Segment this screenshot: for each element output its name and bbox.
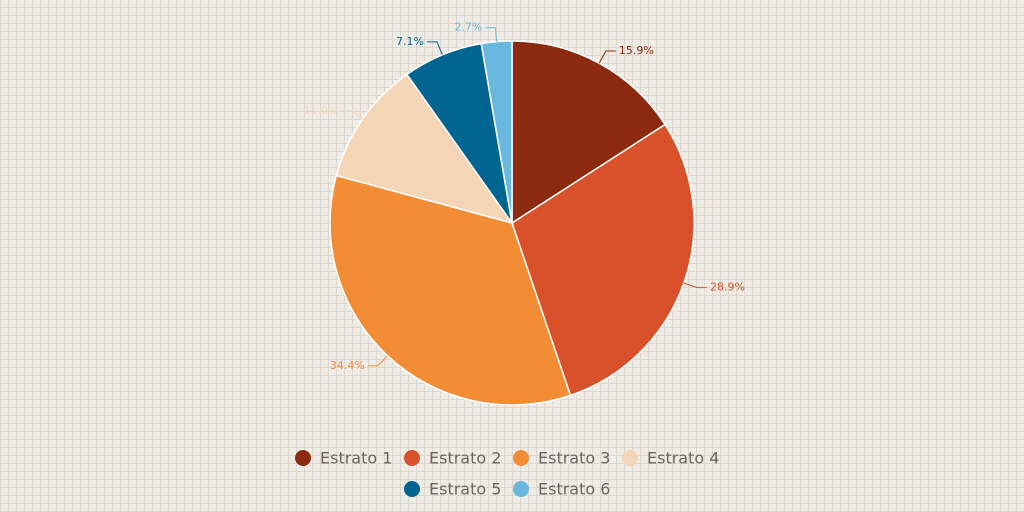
leader-line bbox=[341, 110, 364, 120]
pie-slice bbox=[511, 40, 667, 225]
data-label: 7.1% bbox=[396, 35, 424, 48]
legend-label: Estrato 2 bbox=[429, 449, 501, 468]
legend-label: Estrato 5 bbox=[429, 480, 501, 499]
leader-line bbox=[598, 50, 616, 64]
legend-marker bbox=[513, 481, 529, 497]
legend-marker bbox=[622, 450, 638, 466]
leader-line bbox=[485, 27, 498, 42]
pie-slice bbox=[329, 174, 572, 406]
legend-marker bbox=[513, 450, 529, 466]
legend-label: Estrato 6 bbox=[538, 480, 610, 499]
data-label: 15.9% bbox=[619, 44, 654, 57]
leader-line bbox=[426, 41, 443, 56]
leader-line bbox=[683, 282, 708, 289]
legend-marker bbox=[404, 450, 420, 466]
legend-label: Estrato 1 bbox=[320, 449, 392, 468]
legend-label: Estrato 4 bbox=[647, 449, 719, 468]
pie-slice bbox=[335, 73, 514, 225]
leader-line bbox=[367, 355, 388, 367]
data-label: 28.9% bbox=[710, 281, 745, 294]
data-label: 2.7% bbox=[454, 21, 482, 34]
legend-label: Estrato 3 bbox=[538, 449, 610, 468]
data-label: 11.0% bbox=[303, 104, 338, 117]
legend-marker bbox=[295, 450, 311, 466]
data-label: 34.4% bbox=[330, 359, 365, 372]
legend-marker bbox=[404, 481, 420, 497]
